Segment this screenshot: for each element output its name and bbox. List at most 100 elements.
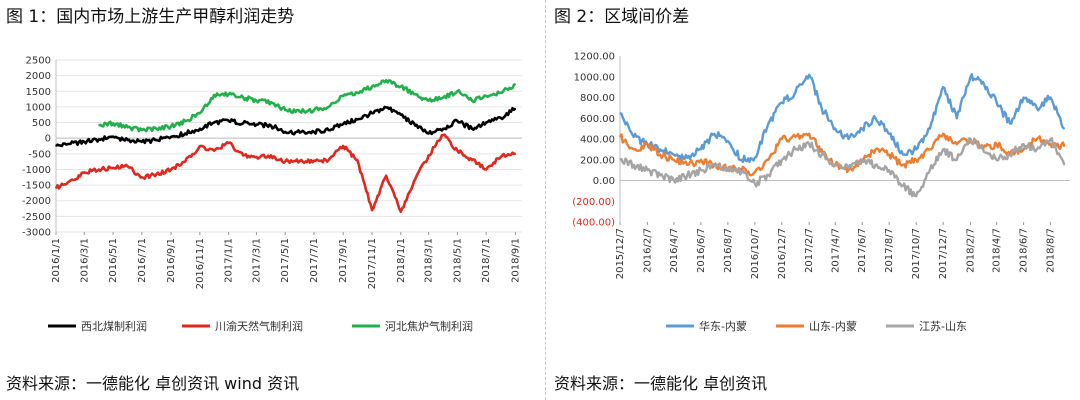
data-point xyxy=(1050,138,1052,140)
data-point xyxy=(255,156,258,158)
x-tick-label: 2017/8/7 xyxy=(884,228,895,273)
data-point xyxy=(313,109,315,111)
x-tick-label: 2015/12/7 xyxy=(615,228,626,279)
data-point xyxy=(371,209,373,211)
data-point xyxy=(213,94,215,96)
data-point xyxy=(1063,145,1065,147)
data-point xyxy=(55,187,57,189)
x-tick-label: 2016/7/1 xyxy=(137,238,148,283)
data-point xyxy=(673,179,675,182)
data-point xyxy=(888,154,890,156)
data-point xyxy=(255,124,258,126)
data-point xyxy=(1036,148,1038,150)
data-point xyxy=(442,128,444,130)
x-tick-label: 2018/1/1 xyxy=(396,238,407,283)
data-point xyxy=(619,136,621,138)
data-point xyxy=(342,123,344,125)
data-point xyxy=(199,112,201,114)
data-point xyxy=(969,76,972,78)
data-point xyxy=(184,161,186,163)
x-tick-label: 2018/6/7 xyxy=(1019,228,1030,273)
y-tick-label: 400.00 xyxy=(580,135,615,146)
data-point xyxy=(170,168,172,171)
data-point xyxy=(1023,96,1025,99)
x-tick-label: 2017/11/1 xyxy=(367,238,378,289)
data-point xyxy=(255,100,258,102)
data-point xyxy=(155,128,158,130)
data-point xyxy=(170,125,172,127)
data-point xyxy=(456,150,458,152)
x-tick-label: 2017/7/1 xyxy=(309,238,320,283)
data-point xyxy=(673,159,675,161)
series-line-2 xyxy=(619,137,1066,198)
data-point xyxy=(902,154,904,156)
x-tick-label: 2018/4/7 xyxy=(992,228,1003,273)
data-point xyxy=(847,138,850,140)
data-point xyxy=(902,185,904,187)
data-point xyxy=(754,183,756,185)
data-point xyxy=(83,172,85,174)
data-point xyxy=(485,95,487,97)
data-point xyxy=(942,148,944,150)
data-point xyxy=(228,93,230,95)
data-point xyxy=(70,179,72,181)
x-tick-label: 2018/8/7 xyxy=(1046,228,1057,273)
x-tick-label: 2018/7/1 xyxy=(481,238,492,283)
figure-1-source: 资料来源：一德能化 卓创资讯 wind 资讯 xyxy=(6,374,300,393)
y-tick-label: 1000 xyxy=(26,102,51,113)
y-tick-label: 800.00 xyxy=(580,93,615,104)
data-point xyxy=(456,90,458,92)
data-point xyxy=(646,169,648,171)
figure-2-source: 资料来源：一德能化 卓创资讯 xyxy=(554,374,768,393)
data-point xyxy=(781,102,783,104)
data-point xyxy=(500,92,502,94)
data-point xyxy=(847,169,850,171)
x-tick-label: 2016/5/1 xyxy=(108,238,119,283)
data-point xyxy=(619,112,621,114)
figure-2-title: 图 2：区域间价差 xyxy=(554,7,690,27)
data-point xyxy=(741,171,743,173)
data-point xyxy=(485,168,487,171)
data-point xyxy=(313,160,315,162)
data-point xyxy=(1036,138,1038,140)
data-point xyxy=(808,143,810,145)
figure-1-chart: 2500 2000 1500 1000 500 0 -500 -1000 -1500 -2000 -… xyxy=(22,56,522,333)
x-tick-label: 2016/8/7 xyxy=(723,228,734,273)
data-point xyxy=(299,132,301,134)
data-point xyxy=(767,122,770,124)
x-tick-label: 2016/10/7 xyxy=(750,228,761,279)
data-point xyxy=(98,168,100,171)
data-point xyxy=(834,128,836,130)
data-point xyxy=(356,92,358,94)
data-point xyxy=(713,164,715,166)
data-point xyxy=(328,106,330,108)
data-point xyxy=(442,134,444,136)
data-point xyxy=(874,164,877,166)
y-tick-label: 0.00 xyxy=(593,176,615,187)
x-tick-label: 2016/3/1 xyxy=(79,238,90,283)
data-point xyxy=(400,86,402,88)
y-tick-label: -500 xyxy=(28,149,51,160)
figure-2-chart: 1200.00 1000.00 800.00 600.00 400.00 200.00 0.… xyxy=(572,52,1070,333)
data-point xyxy=(794,148,797,150)
series-line-1 xyxy=(54,133,517,213)
data-point xyxy=(228,120,230,122)
data-point xyxy=(956,143,958,145)
x-tick-label: 2017/5/1 xyxy=(280,238,291,283)
y-tick-label: 0 xyxy=(45,134,51,145)
data-point xyxy=(1009,154,1011,156)
data-point xyxy=(982,81,984,83)
data-point xyxy=(213,121,215,124)
data-point xyxy=(781,138,783,140)
data-point xyxy=(112,136,114,138)
data-point xyxy=(155,173,158,175)
data-point xyxy=(70,143,72,145)
data-point xyxy=(874,148,877,150)
data-point xyxy=(794,91,797,93)
x-tick-label: 2017/12/7 xyxy=(938,228,949,279)
y-tick-label: -2000 xyxy=(22,196,51,207)
y-tick-label: -2500 xyxy=(22,212,51,223)
data-point xyxy=(500,117,502,119)
data-point xyxy=(141,176,143,178)
data-point xyxy=(727,167,729,169)
